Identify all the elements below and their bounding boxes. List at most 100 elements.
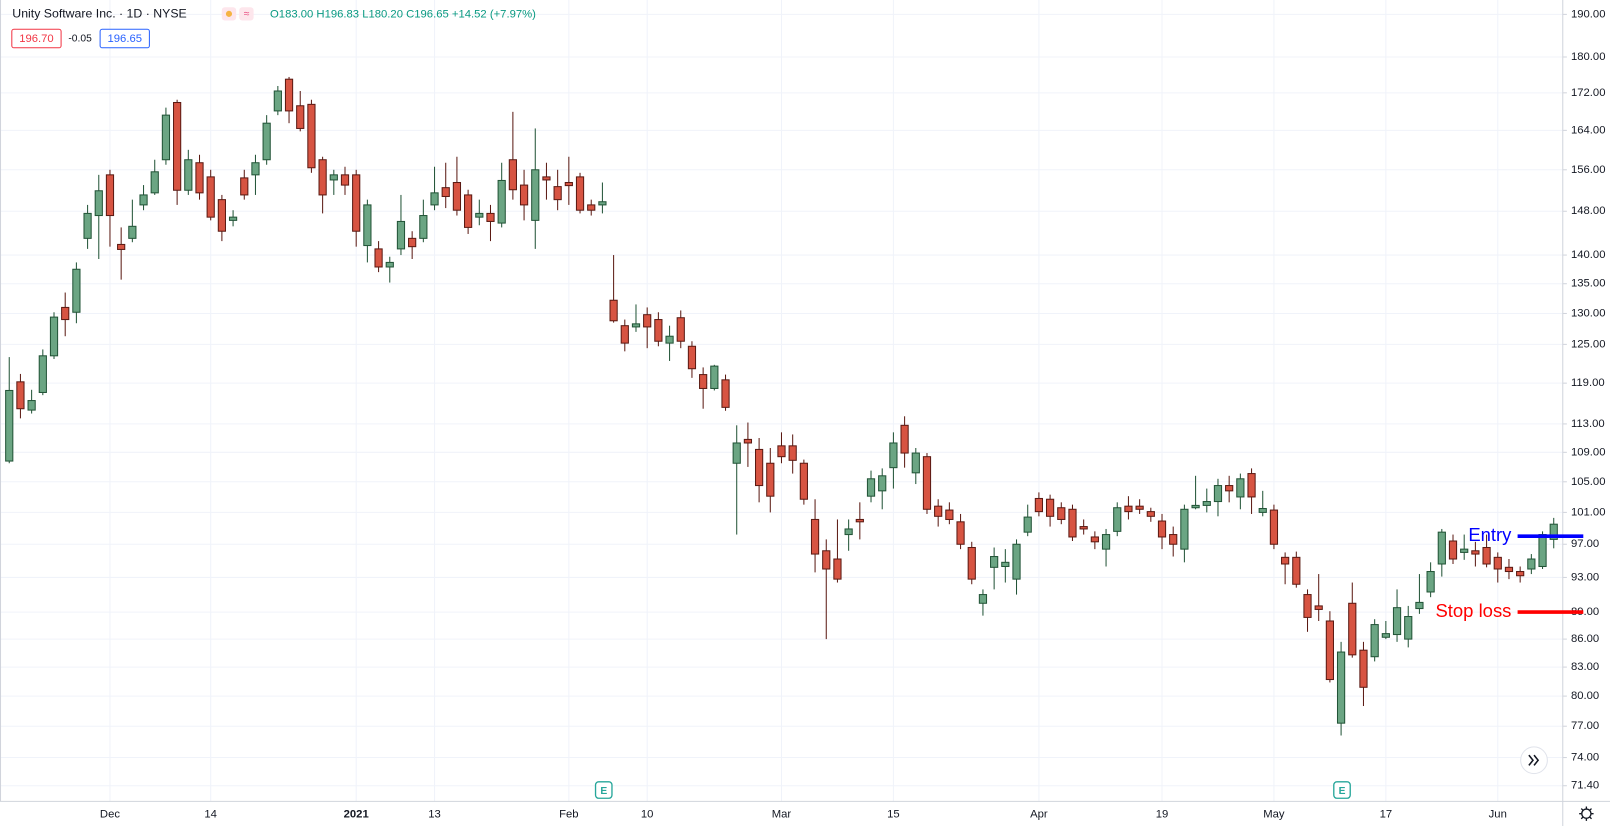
- candle-body: [766, 462, 775, 497]
- candle-body: [810, 518, 820, 555]
- approx-icon: ≈: [244, 9, 250, 20]
- candle-body: [139, 194, 148, 206]
- y-tick-label: 164.00: [1571, 124, 1606, 136]
- candle-body: [251, 162, 260, 176]
- y-tick-label: 190.00: [1571, 8, 1606, 20]
- candle-body: [631, 323, 641, 328]
- y-tick-label: 89.00: [1571, 606, 1599, 618]
- candle-body: [732, 442, 741, 464]
- candle-body: [922, 456, 932, 510]
- sun-icon: [225, 10, 233, 17]
- candle-body: [564, 181, 573, 187]
- x-tick-label: May: [1263, 809, 1285, 821]
- candle-body: [1504, 566, 1514, 573]
- candle-body: [1426, 571, 1435, 593]
- candle-body: [1381, 633, 1390, 638]
- candle-body: [1258, 507, 1267, 513]
- candle-body: [1034, 497, 1044, 513]
- candle-body: [1191, 504, 1200, 509]
- candle-body: [710, 365, 719, 389]
- candle-body: [1124, 505, 1133, 513]
- candle-body: [49, 316, 59, 357]
- candle-body: [486, 212, 495, 222]
- candle-body: [1392, 607, 1402, 636]
- candle-body: [934, 505, 943, 517]
- candle-body: [128, 225, 137, 239]
- candle-body: [419, 215, 428, 239]
- candle-body: [1180, 508, 1189, 550]
- candle-body: [1236, 478, 1245, 498]
- candle-body: [1359, 649, 1368, 688]
- y-tick-label: 119.00: [1571, 377, 1605, 389]
- overlay: Entry Stop loss E E: [594, 524, 1584, 799]
- candle-body: [799, 462, 808, 500]
- y-tick-label: 93.00: [1571, 571, 1599, 583]
- candle-body: [217, 199, 226, 232]
- candle-body: [1314, 605, 1323, 610]
- candle-body: [721, 379, 730, 408]
- candle-body: [1281, 556, 1290, 565]
- candle-body: [228, 216, 238, 221]
- candle-body: [1057, 507, 1066, 520]
- bid-box[interactable]: [11, 28, 62, 49]
- candle-body: [374, 248, 383, 268]
- candle-body: [889, 442, 898, 469]
- candle-body: [519, 184, 529, 206]
- candle-body: [542, 176, 551, 181]
- scroll-icon: [1528, 754, 1540, 766]
- candle-body: [385, 261, 394, 268]
- candle-body: [665, 335, 674, 344]
- x-tick-label: Apr: [1030, 809, 1048, 821]
- candle-body: [184, 159, 193, 191]
- candle-body: [699, 374, 708, 389]
- candle-body: [1135, 505, 1144, 510]
- candle-body: [329, 174, 338, 181]
- candle-body: [195, 162, 204, 194]
- candle-body: [117, 243, 126, 250]
- candle-body: [620, 325, 629, 344]
- earnings-marker-label: E: [1339, 786, 1346, 797]
- candle-body: [173, 101, 182, 191]
- candle-body: [833, 558, 842, 580]
- candle-body: [262, 122, 271, 161]
- candle-body: [687, 345, 697, 370]
- earnings-marker-label: E: [600, 786, 607, 797]
- settings-button[interactable]: [1581, 808, 1592, 819]
- dividend-icon[interactable]: [239, 7, 254, 21]
- candle-body: [206, 176, 215, 218]
- candle-body: [1169, 534, 1178, 545]
- candle-body: [587, 204, 596, 211]
- candle-body: [844, 528, 853, 536]
- candle-body: [105, 174, 115, 217]
- ask-price: 196.65: [108, 33, 143, 45]
- earnings-marker[interactable]: [1333, 781, 1351, 799]
- candle-body: [1538, 534, 1547, 568]
- candle-body: [296, 105, 305, 129]
- y-tick-label: 172.00: [1571, 87, 1606, 99]
- candle-body: [1325, 620, 1334, 681]
- scroll-to-realtime-button[interactable]: [1520, 746, 1548, 775]
- candle-body: [676, 317, 685, 342]
- earnings-marker[interactable]: [594, 781, 613, 799]
- candle-body: [609, 299, 618, 322]
- candle-body: [1247, 473, 1256, 498]
- candle-body: [1437, 531, 1446, 565]
- y-tick-label: 140.00: [1571, 249, 1606, 261]
- candle-body: [452, 181, 462, 211]
- axes: 190.00 180.00 172.00 164.00 156.00 148.00 140.…: [100, 8, 1606, 820]
- chart-title: Unity Software Inc. · 1D · NYSE: [12, 7, 186, 21]
- candle-body: [1023, 516, 1032, 533]
- settings-icon: [1579, 806, 1594, 821]
- x-tick-label: Jun: [1489, 809, 1507, 821]
- candle-body: [531, 169, 540, 221]
- candle-body: [1348, 602, 1357, 656]
- ask-box[interactable]: [99, 28, 150, 49]
- candle-body: [61, 306, 70, 321]
- candle-body: [150, 171, 159, 194]
- candle-body: [643, 314, 652, 328]
- candle-body: [5, 389, 14, 462]
- candle-body: [1202, 501, 1211, 506]
- y-tick-label: 109.00: [1571, 446, 1606, 458]
